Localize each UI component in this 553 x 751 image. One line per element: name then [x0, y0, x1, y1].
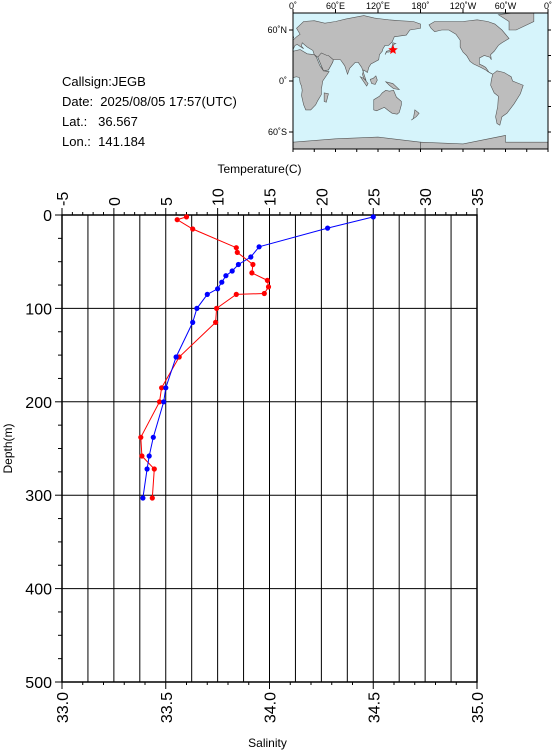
latitude-text: Lat.: 36.567 [62, 114, 138, 129]
salinity-point [144, 466, 150, 472]
station-info: Callsign:JEGB Date: 2025/08/05 17:57(UTC… [62, 72, 237, 152]
depth-tick-label: 0 [43, 208, 52, 225]
temperature-point [214, 305, 220, 311]
map-lon-label: 0˚ [544, 1, 552, 11]
temperature-point [183, 214, 190, 220]
salinity-point [229, 268, 235, 274]
temp-tick-label: 25 [366, 188, 383, 206]
longitude-text: Lon.: 141.184 [62, 134, 146, 149]
land-polygon [490, 70, 524, 126]
temp-tick-label: 20 [314, 188, 331, 206]
land-polygon [373, 90, 402, 115]
map-lon-label: 120˚E [366, 1, 390, 11]
map-lon-label: 60˚E [326, 1, 345, 11]
land-polygon [292, 49, 330, 111]
land-polygon [369, 75, 378, 85]
land-polygon [428, 19, 510, 75]
depth-tick-label: 500 [25, 675, 52, 692]
salinity-point [248, 254, 254, 260]
temperature-point [250, 261, 256, 268]
salinity-point [146, 453, 152, 459]
temp-tick-label: -5 [55, 192, 72, 206]
temperature-point [213, 319, 219, 325]
temp-tick-label: 15 [263, 188, 280, 206]
salinity-point [204, 291, 210, 297]
date-text: Date: 2025/08/05 17:57(UTC) [62, 94, 237, 109]
land-polygon [317, 52, 334, 72]
temperature-point [139, 453, 145, 459]
salinity-point [161, 399, 167, 405]
salinity-point [256, 244, 262, 250]
salinity-point [150, 434, 156, 440]
callsign-text: Callsign:JEGB [62, 74, 146, 89]
temperature-point [265, 284, 272, 290]
depth-axis-label: Depth(m) [1, 423, 15, 473]
temperature-point [159, 385, 165, 391]
salinity-point [140, 495, 146, 501]
salinity-point [235, 261, 241, 268]
salinity-point [219, 279, 225, 285]
temperature-point [264, 277, 270, 283]
sal-tick-label: 34.0 [263, 692, 280, 723]
temp-tick-label: 0 [107, 197, 124, 206]
map-lat-label: 60˚S [268, 127, 287, 137]
map-lon-label: 0˚ [289, 1, 297, 11]
temp-tick-label: 5 [159, 197, 176, 206]
temperature-point [249, 270, 255, 276]
temperature-point [233, 245, 239, 251]
temp-tick-label: 10 [211, 188, 228, 206]
sal-tick-label: 35.0 [470, 692, 487, 723]
temperature-point [174, 217, 180, 223]
depth-tick-label: 200 [25, 395, 52, 412]
temperature-point [149, 495, 155, 501]
temperature-point [233, 291, 239, 297]
salinity-point [190, 319, 196, 325]
depth-tick-label: 100 [25, 301, 52, 318]
salinity-point [370, 214, 376, 220]
temperature-point [234, 249, 240, 255]
depth-tick-label: 300 [25, 488, 52, 505]
sal-tick-label: 34.5 [366, 692, 383, 723]
land-polygon [384, 81, 401, 90]
sal-tick-label: 33.5 [159, 692, 176, 723]
temp-axis-label: Temperature(C) [217, 162, 301, 176]
temperature-point [151, 466, 157, 472]
temperature-point [138, 434, 144, 440]
map-lon-label: 180˚ [411, 1, 429, 11]
temperature-point [156, 399, 163, 405]
sal-tick-label: 33.0 [55, 692, 72, 723]
land-polygon [411, 109, 420, 121]
temp-tick-label: 35 [470, 188, 487, 206]
salinity-point [173, 354, 179, 360]
salinity-point [223, 273, 229, 279]
salinity-point [194, 305, 200, 311]
land-masses [292, 12, 549, 150]
map-lat-label: 0˚ [279, 76, 287, 86]
land-polygon [323, 92, 329, 103]
map-lon-label: 60˚W [495, 1, 517, 11]
map-lon-label: 120˚W [450, 1, 477, 11]
temperature-point [261, 290, 267, 297]
land-polygon [359, 75, 369, 87]
depth-tick-label: 400 [25, 582, 52, 599]
map-lat-label: 60˚N [267, 25, 287, 35]
star-icon [388, 44, 398, 54]
salinity-point [163, 385, 169, 391]
salinity-point [325, 225, 331, 231]
salinity-point [215, 286, 221, 292]
sal-axis-label: Salinity [248, 736, 287, 750]
temp-tick-label: 30 [418, 188, 435, 206]
temperature-point [190, 226, 196, 232]
